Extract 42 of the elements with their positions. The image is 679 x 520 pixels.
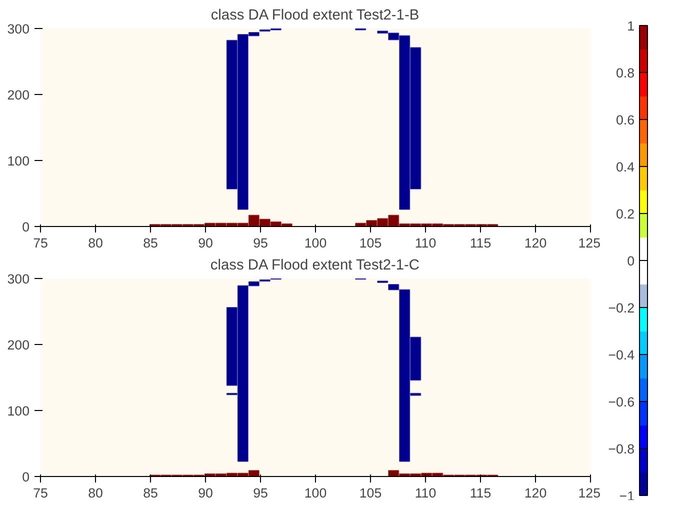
- y-tick-label: 300: [7, 22, 30, 36]
- y-tick-label: 0: [22, 470, 30, 484]
- x-tick-label: 80: [88, 236, 103, 250]
- x-tick-label: 95: [253, 236, 268, 250]
- color-bar-label: −0.6: [608, 394, 634, 410]
- chart-title: class DA Flood extent Test2-1-C: [210, 258, 420, 274]
- color-bar-label: 0: [627, 254, 635, 268]
- x-tick-label: 125: [578, 236, 601, 250]
- x-tick-label: 125: [578, 486, 601, 500]
- color-bar-label: 0.8: [616, 66, 635, 80]
- color-bar-label: 0.6: [616, 112, 635, 128]
- y-tick-label: 200: [7, 88, 30, 102]
- x-tick-label: 100: [304, 236, 327, 250]
- x-tick-label: 105: [359, 236, 382, 250]
- x-tick-label: 105: [359, 486, 382, 500]
- x-tick-label: 90: [198, 486, 213, 500]
- x-tick-label: 110: [414, 236, 436, 250]
- y-tick-label: 100: [7, 154, 30, 168]
- color-bar-label: 0.2: [616, 206, 635, 222]
- x-tick-label: 90: [198, 236, 213, 250]
- color-bar-label: −0.4: [608, 348, 636, 362]
- x-tick-label: 95: [253, 486, 268, 500]
- x-tick-label: 110: [414, 486, 436, 500]
- x-tick-label: 85: [143, 236, 158, 250]
- x-tick-label: 120: [524, 486, 547, 500]
- y-tick-label: 200: [7, 338, 30, 352]
- y-tick-label: 300: [7, 272, 30, 286]
- x-tick-label: 120: [524, 236, 547, 250]
- x-tick-label: 75: [33, 486, 48, 500]
- chart-title: class DA Flood extent Test2-1-B: [210, 8, 420, 24]
- x-tick-label: 115: [470, 236, 492, 250]
- x-tick-label: 85: [143, 486, 158, 500]
- y-tick-label: 0: [22, 220, 30, 234]
- x-tick-label: 80: [88, 486, 103, 500]
- x-tick-label: 115: [470, 486, 492, 500]
- color-bar-label: −0.8: [608, 442, 634, 456]
- color-bar-label: 0.4: [616, 160, 636, 174]
- color-bar-label: −0.2: [608, 300, 634, 316]
- x-tick-label: 75: [33, 236, 48, 250]
- x-tick-label: 100: [304, 486, 327, 500]
- color-bar-label: 1: [627, 18, 635, 34]
- y-tick-label: 100: [7, 404, 30, 418]
